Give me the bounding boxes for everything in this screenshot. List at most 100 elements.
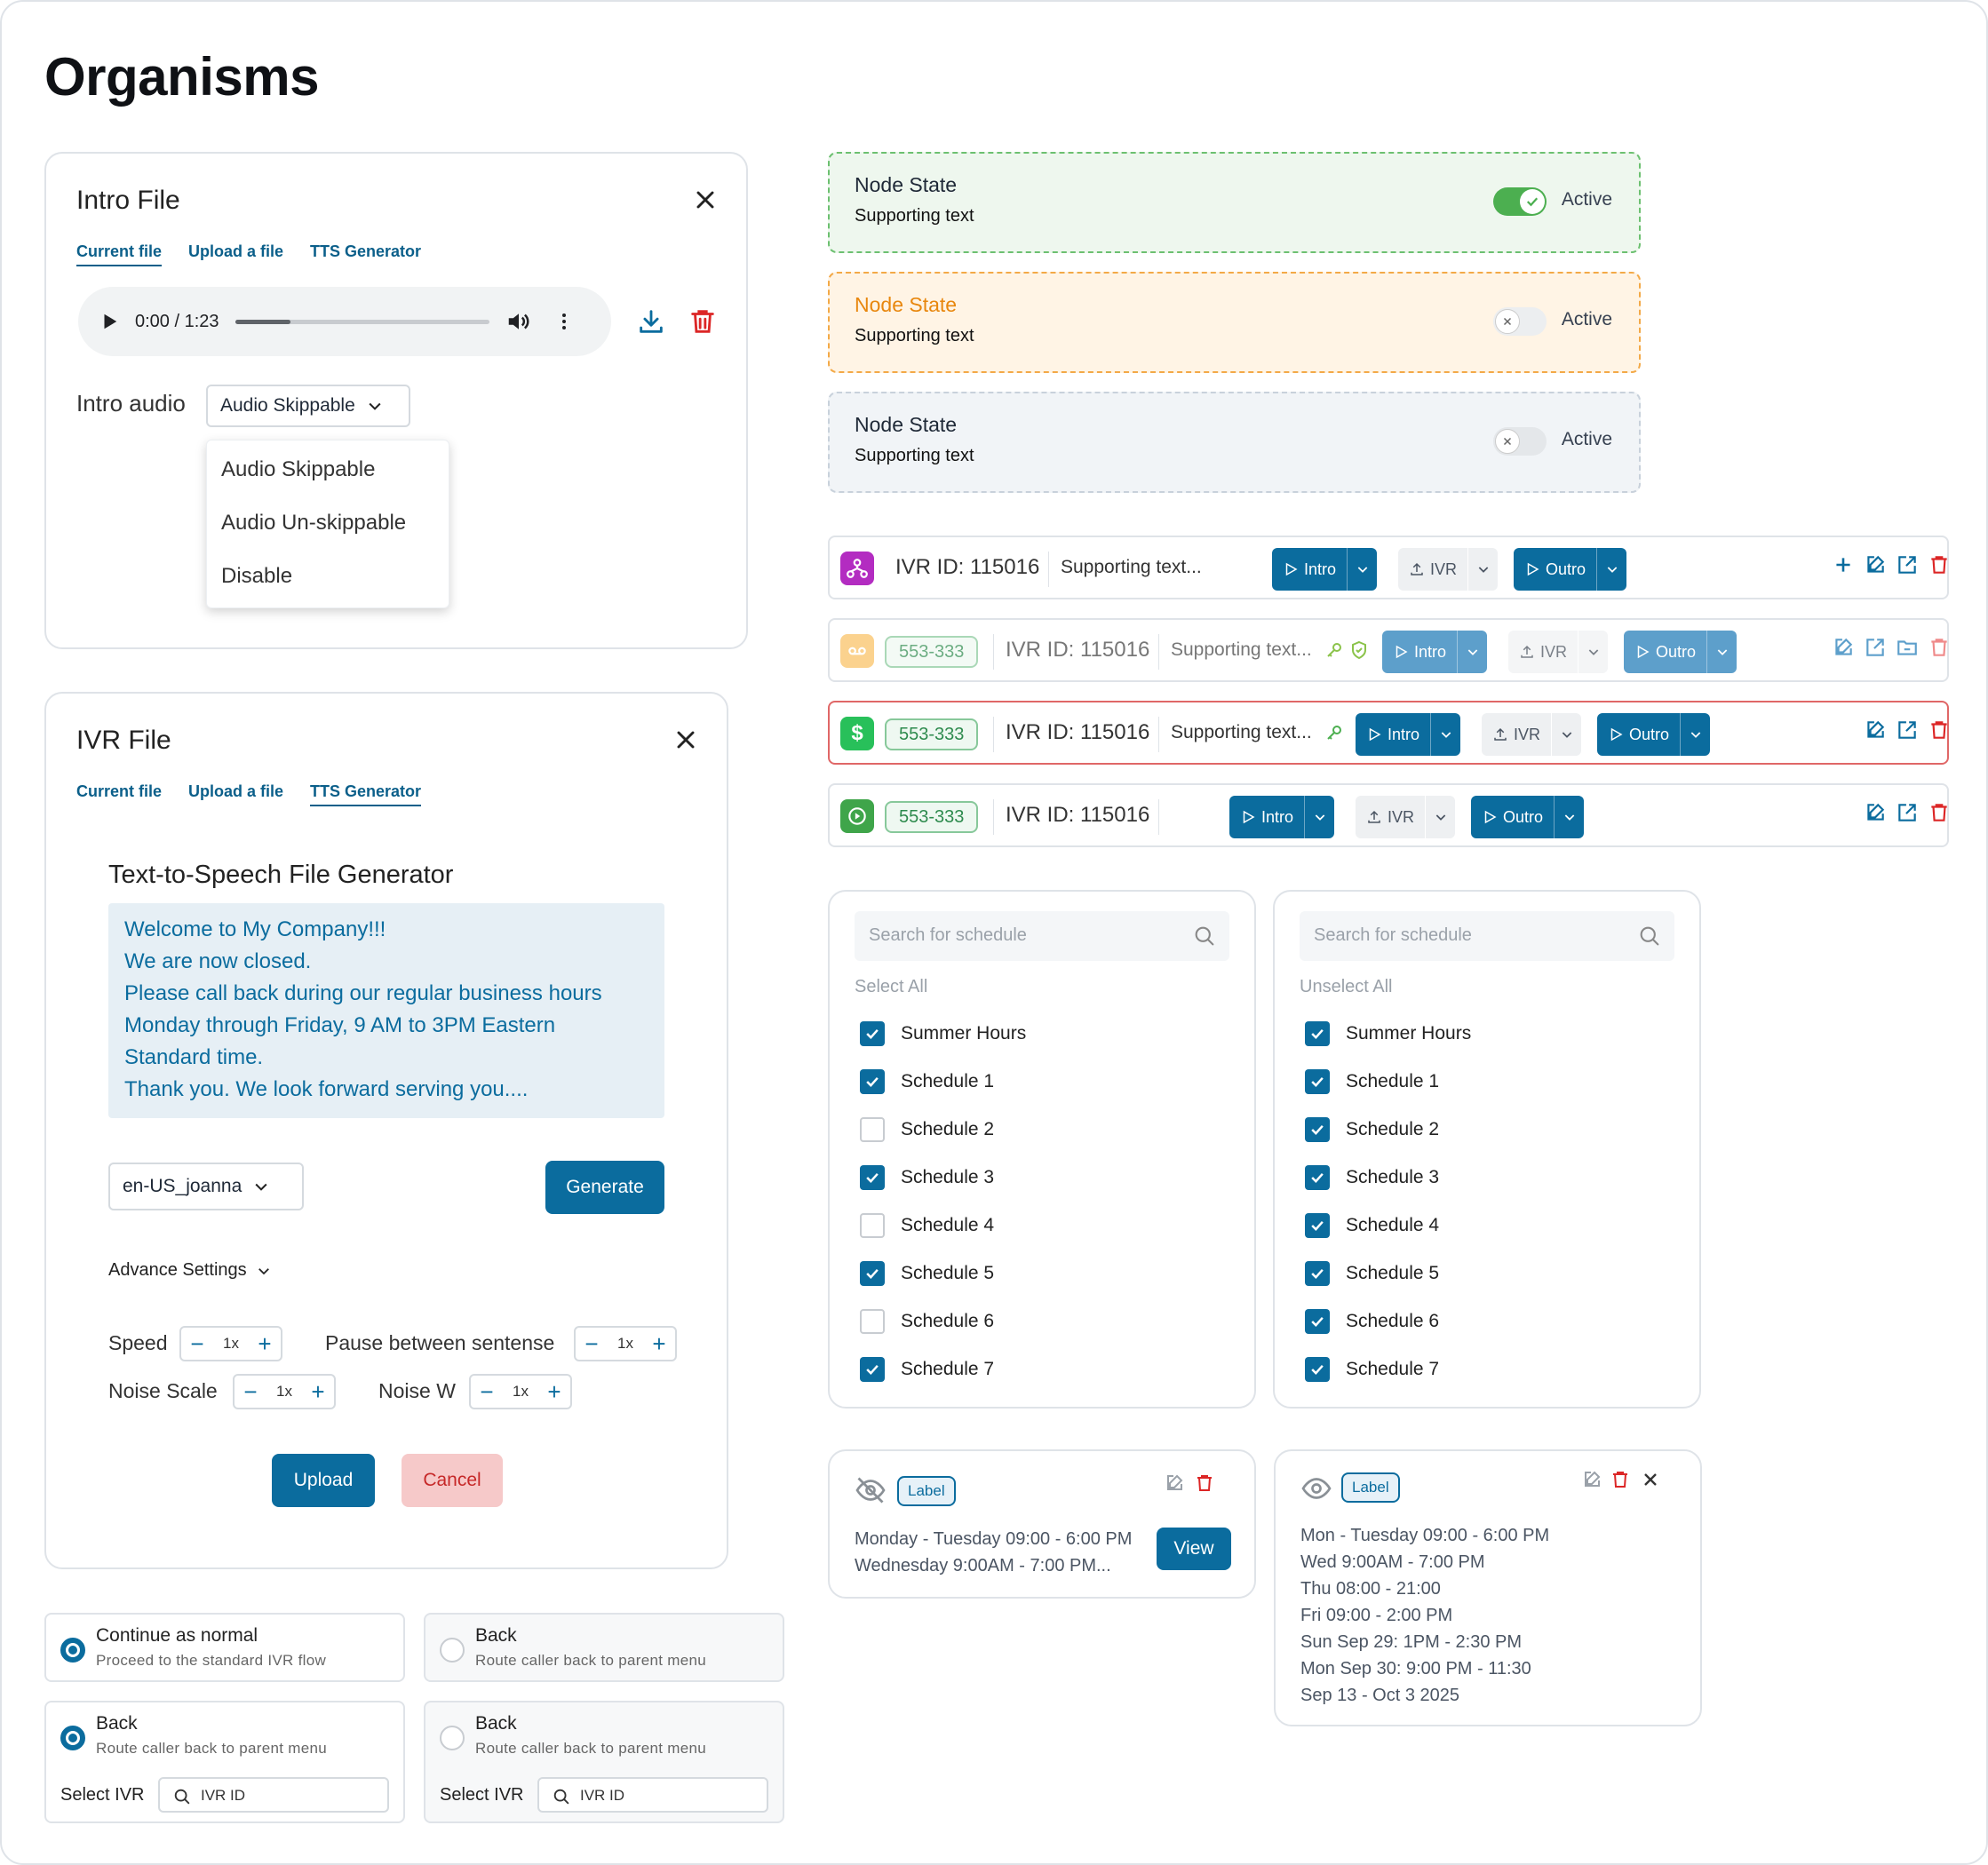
view-button[interactable]: View	[1157, 1528, 1231, 1570]
open-external-icon[interactable]	[1896, 801, 1919, 829]
checkbox-unchecked[interactable]	[860, 1213, 885, 1238]
close-icon[interactable]	[691, 186, 720, 214]
plus-icon[interactable]: +	[652, 1330, 666, 1357]
tab-upload-file[interactable]: Upload a file	[188, 242, 284, 260]
checkbox-checked[interactable]	[1305, 1261, 1330, 1286]
plus-icon[interactable]: +	[547, 1378, 561, 1405]
menu-item-disable[interactable]: Disable	[221, 564, 293, 588]
checkbox-checked[interactable]	[1305, 1357, 1330, 1382]
ivr-search-input[interactable]: IVR ID	[537, 1777, 768, 1813]
delete-icon[interactable]	[1928, 553, 1951, 581]
schedule-checkbox-row[interactable]: Schedule 6	[1305, 1309, 1439, 1334]
edit-icon[interactable]	[1864, 553, 1887, 581]
eye-off-icon[interactable]	[855, 1474, 887, 1511]
schedule-checkbox-row[interactable]: Schedule 2	[1305, 1117, 1439, 1142]
schedule-checkbox-row[interactable]: Schedule 3	[860, 1165, 994, 1190]
ivr-button[interactable]: IVR	[1508, 631, 1578, 673]
unselect-all-link[interactable]: Unselect All	[1300, 977, 1393, 996]
checkbox-checked[interactable]	[1305, 1117, 1330, 1142]
inactive-toggle[interactable]	[1493, 427, 1547, 456]
radio-unselected[interactable]	[440, 1726, 465, 1750]
ivr-search-input[interactable]: IVR ID	[158, 1777, 389, 1813]
folder-icon[interactable]	[1896, 636, 1919, 663]
schedule-checkbox-row[interactable]: Summer Hours	[1305, 1021, 1471, 1046]
chevron-down-icon[interactable]	[1304, 796, 1335, 838]
chevron-down-icon[interactable]	[1554, 796, 1585, 838]
delete-icon[interactable]	[1194, 1472, 1215, 1498]
intro-button[interactable]: Intro	[1229, 796, 1305, 838]
tab-upload-file[interactable]: Upload a file	[188, 782, 284, 800]
chevron-down-icon[interactable]	[1347, 548, 1378, 591]
radio-selected[interactable]	[60, 1638, 85, 1663]
open-external-icon[interactable]	[1864, 636, 1887, 663]
upload-button[interactable]: Upload	[272, 1454, 375, 1507]
chevron-down-icon[interactable]	[1578, 631, 1609, 673]
advance-settings-toggle[interactable]: Advance Settings	[108, 1260, 272, 1281]
edit-icon[interactable]	[1164, 1472, 1185, 1498]
select-all-link[interactable]: Select All	[855, 977, 928, 996]
schedule-search-input[interactable]: Search for schedule	[1300, 911, 1674, 961]
progress-bar[interactable]	[235, 319, 489, 324]
ivr-button[interactable]: IVR	[1398, 548, 1468, 591]
active-toggle[interactable]	[1493, 187, 1547, 216]
intro-button[interactable]: Intro	[1356, 713, 1431, 756]
checkbox-checked[interactable]	[860, 1261, 885, 1286]
checkbox-checked[interactable]	[860, 1069, 885, 1094]
inactive-toggle[interactable]	[1493, 307, 1547, 336]
minus-icon[interactable]: −	[584, 1330, 599, 1357]
close-icon[interactable]	[1640, 1469, 1661, 1495]
checkbox-checked[interactable]	[860, 1021, 885, 1046]
outro-button[interactable]: Outro	[1624, 631, 1707, 673]
delete-icon[interactable]	[688, 306, 718, 337]
delete-icon[interactable]	[1928, 636, 1951, 663]
radio-unselected[interactable]	[440, 1638, 465, 1663]
edit-icon[interactable]	[1864, 718, 1887, 746]
schedule-checkbox-row[interactable]: Schedule 6	[860, 1309, 994, 1334]
schedule-checkbox-row[interactable]: Schedule 3	[1305, 1165, 1439, 1190]
option-continue-normal[interactable]: Continue as normal Proceed to the standa…	[44, 1613, 405, 1682]
outro-button[interactable]: Outro	[1597, 713, 1681, 756]
checkbox-checked[interactable]	[860, 1357, 885, 1382]
checkbox-checked[interactable]	[1305, 1069, 1330, 1094]
minus-icon[interactable]: −	[480, 1378, 494, 1405]
edit-icon[interactable]	[1581, 1469, 1602, 1495]
schedule-checkbox-row[interactable]: Schedule 7	[860, 1357, 994, 1382]
schedule-checkbox-row[interactable]: Schedule 5	[1305, 1261, 1439, 1286]
chevron-down-icon[interactable]	[1430, 713, 1461, 756]
checkbox-checked[interactable]	[1305, 1165, 1330, 1190]
voice-select[interactable]: en-US_joanna	[108, 1163, 304, 1210]
intro-button[interactable]: Intro	[1382, 631, 1458, 673]
more-vert-icon[interactable]	[553, 311, 575, 332]
edit-icon[interactable]	[1864, 801, 1887, 829]
menu-item-audio-skippable[interactable]: Audio Skippable	[221, 457, 376, 481]
schedule-checkbox-row[interactable]: Schedule 7	[1305, 1357, 1439, 1382]
schedule-checkbox-row[interactable]: Schedule 1	[860, 1069, 994, 1094]
volume-icon[interactable]	[505, 308, 532, 335]
generate-button[interactable]: Generate	[545, 1161, 664, 1214]
chevron-down-icon[interactable]	[1457, 631, 1488, 673]
chevron-down-icon[interactable]	[1680, 713, 1711, 756]
checkbox-checked[interactable]	[1305, 1213, 1330, 1238]
intro-audio-select[interactable]: Audio Skippable	[206, 385, 410, 427]
tab-tts-generator[interactable]: TTS Generator	[310, 782, 422, 806]
checkbox-checked[interactable]	[1305, 1309, 1330, 1334]
chevron-down-icon[interactable]	[1706, 631, 1738, 673]
open-external-icon[interactable]	[1896, 553, 1919, 581]
option-back-select-ivr[interactable]: Back Route caller back to parent menu Se…	[424, 1701, 784, 1823]
tab-current-file[interactable]: Current file	[76, 242, 163, 266]
play-icon[interactable]	[99, 312, 119, 331]
option-back[interactable]: Back Route caller back to parent menu	[424, 1613, 784, 1682]
option-back-select-ivr[interactable]: Back Route caller back to parent menu Se…	[44, 1701, 405, 1823]
ivr-button[interactable]: IVR	[1356, 796, 1426, 838]
delete-icon[interactable]	[1610, 1469, 1631, 1495]
download-icon[interactable]	[636, 306, 666, 337]
chevron-down-icon[interactable]	[1596, 548, 1627, 591]
schedule-checkbox-row[interactable]: Schedule 4	[860, 1213, 994, 1238]
close-icon[interactable]	[672, 726, 700, 754]
schedule-checkbox-row[interactable]: Schedule 5	[860, 1261, 994, 1286]
tts-textarea[interactable]: Welcome to My Company!!! We are now clos…	[108, 903, 664, 1118]
tab-tts-generator[interactable]: TTS Generator	[310, 242, 422, 260]
plus-icon[interactable]: +	[311, 1378, 325, 1405]
minus-icon[interactable]: −	[190, 1330, 204, 1357]
edit-icon[interactable]	[1832, 636, 1855, 663]
